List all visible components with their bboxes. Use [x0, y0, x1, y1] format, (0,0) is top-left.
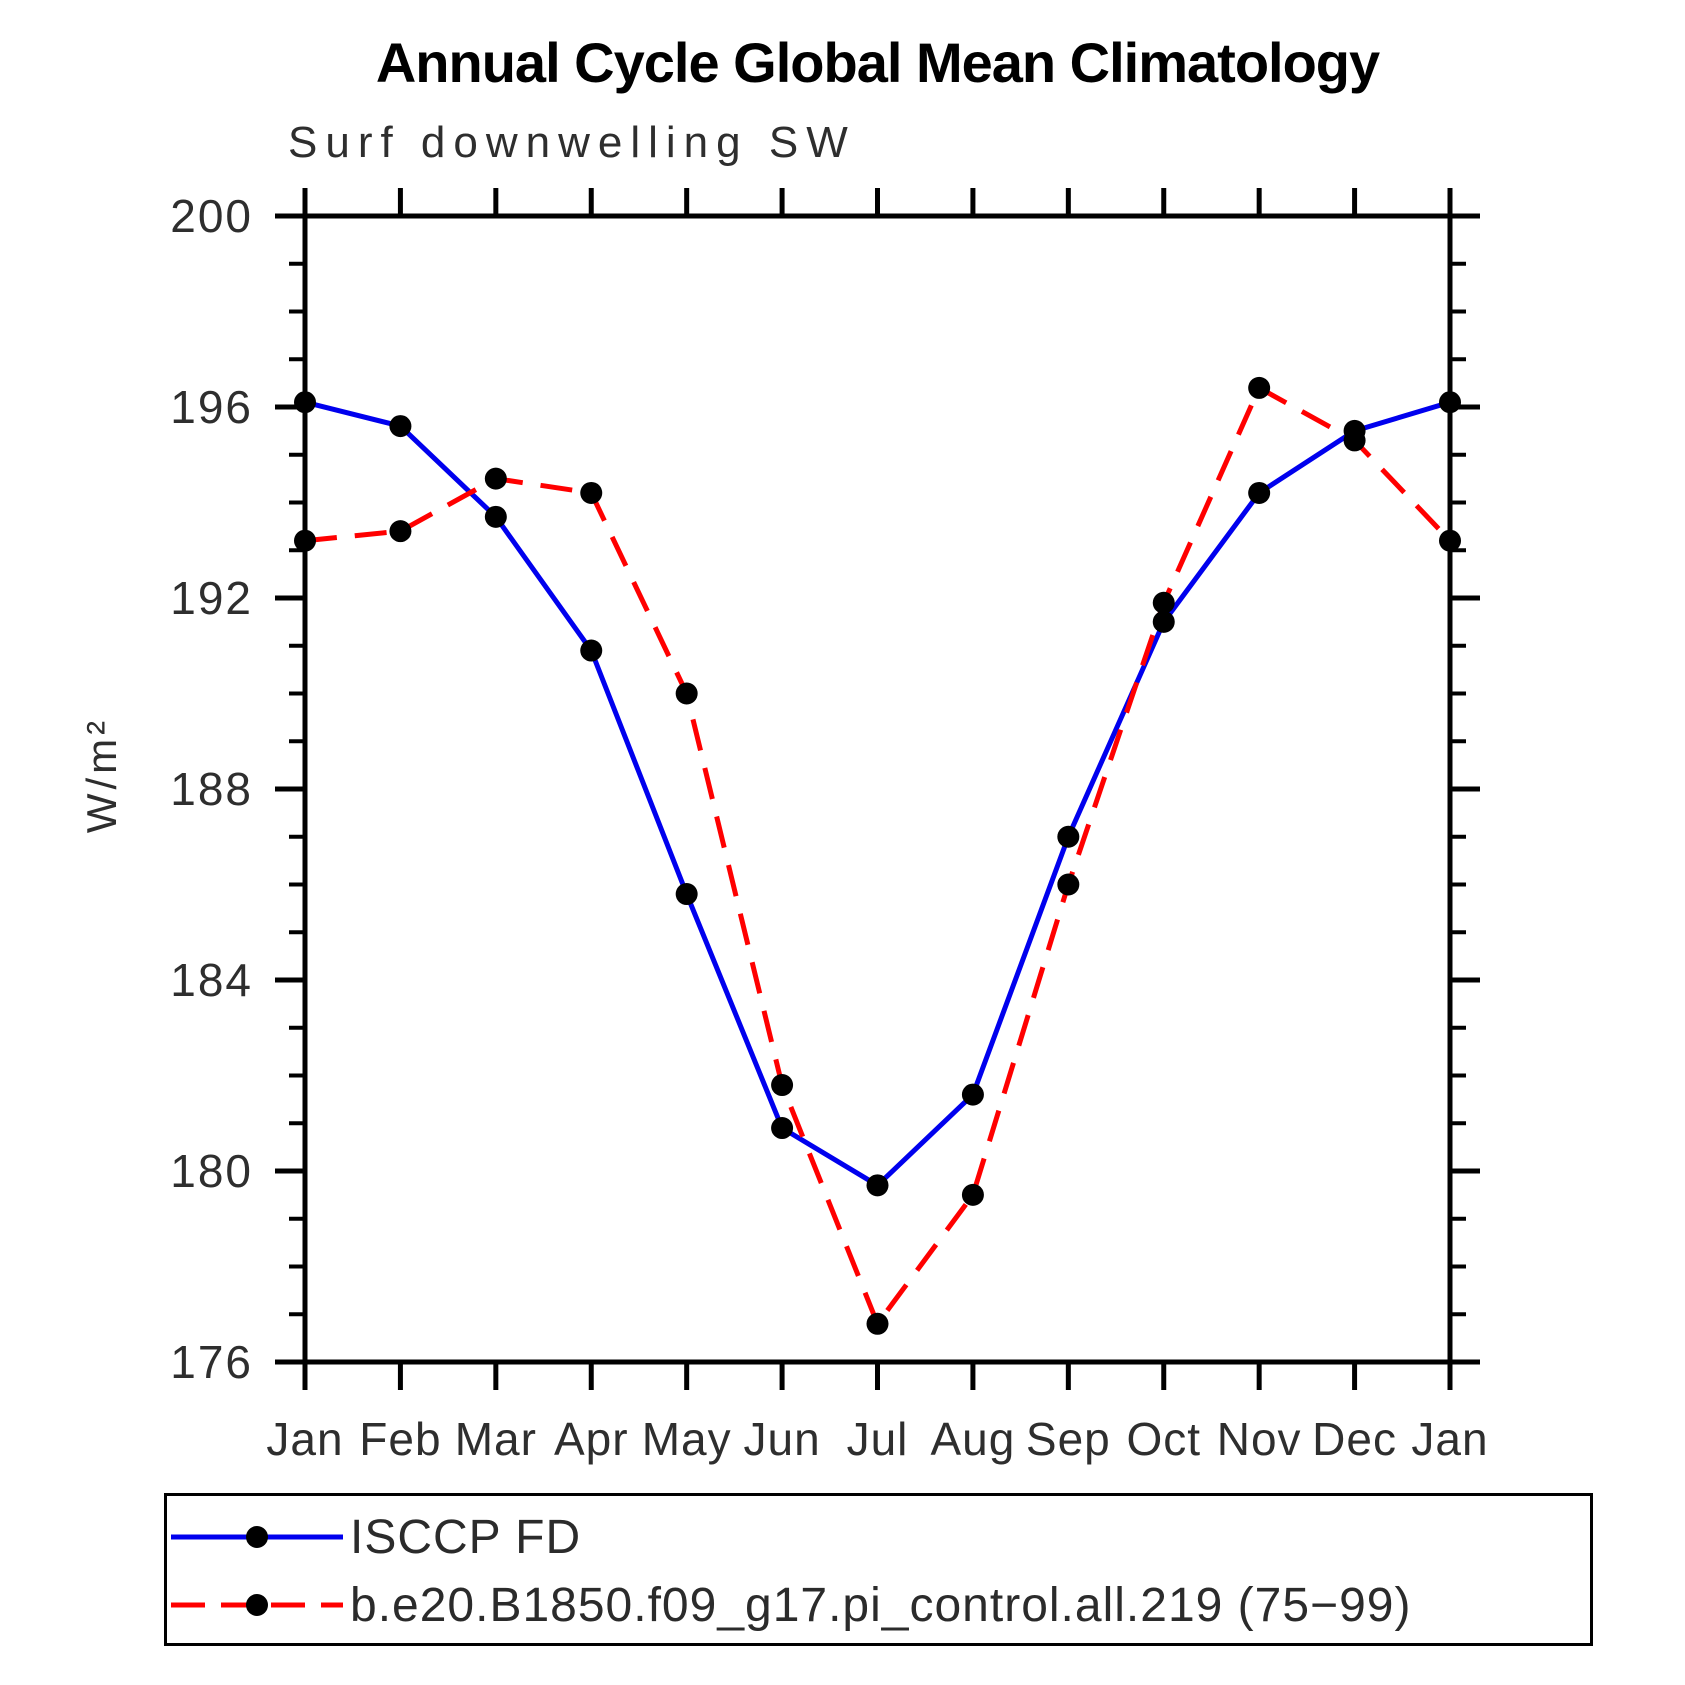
- legend-marker-icon: [246, 1526, 268, 1548]
- chart-title: Annual Cycle Global Mean Climatology: [375, 31, 1380, 94]
- data-point-s1: [961, 1183, 984, 1206]
- x-axis-tick-label: Jun: [743, 1413, 820, 1465]
- data-point-s0: [1152, 610, 1175, 633]
- plot-frame: [302, 213, 1453, 1365]
- data-point-s1: [1152, 591, 1175, 614]
- x-axis-tick-label: Dec: [1312, 1413, 1397, 1465]
- x-axis-tick-label: Nov: [1217, 1413, 1302, 1465]
- x-axis-tick-label: Aug: [930, 1413, 1015, 1465]
- y-axis-tick-label: 192: [170, 572, 253, 624]
- legend-item-model: b.e20.B1850.f09_g17.pi_control.all.219 (…: [167, 1579, 1411, 1632]
- y-axis-tick-label: 196: [170, 381, 253, 433]
- data-point-s1: [484, 467, 507, 490]
- y-axis-tick-label: 180: [170, 1145, 253, 1197]
- x-axis-tick-label: Jul: [847, 1413, 909, 1465]
- y-axis-tick-label: 176: [170, 1336, 253, 1388]
- data-point-s1: [1248, 376, 1271, 399]
- data-point-s1: [866, 1312, 889, 1335]
- x-axis-tick-label: Sep: [1026, 1413, 1111, 1465]
- legend-line-sample-solid: [171, 1526, 343, 1548]
- data-point-s0: [1248, 481, 1271, 504]
- data-point-s0: [1439, 391, 1461, 414]
- legend-item-isccp-fd: ISCCP FD: [167, 1511, 581, 1564]
- x-axis-tick-label: Apr: [554, 1413, 629, 1465]
- y-axis-tick-label: 200: [170, 190, 253, 242]
- legend-label-model: b.e20.B1850.f09_g17.pi_control.all.219 (…: [350, 1578, 1412, 1632]
- data-point-s1: [771, 1074, 794, 1097]
- legend: ISCCP FD b.e20.B1850.f09_g17.pi_control.…: [164, 1493, 1593, 1646]
- data-point-s0: [389, 415, 412, 438]
- data-point-s1: [294, 529, 316, 552]
- x-axis-tick-label: Jan: [266, 1413, 343, 1465]
- x-axis-tick-label: May: [642, 1413, 732, 1465]
- data-point-s1: [1439, 529, 1461, 552]
- data-point-s0: [771, 1117, 794, 1140]
- x-axis-tick-label: Mar: [455, 1413, 537, 1465]
- data-point-s1: [675, 682, 698, 705]
- chart-subtitle: Surf downwelling SW: [288, 118, 856, 167]
- data-point-s1: [1057, 873, 1080, 896]
- data-point-s0: [484, 505, 507, 528]
- data-point-s1: [580, 481, 603, 504]
- x-axis-tick-label: Jan: [1411, 1413, 1488, 1465]
- x-axis-tick-label: Feb: [359, 1413, 441, 1465]
- data-point-s0: [294, 391, 316, 414]
- x-axis-tick-label: Oct: [1126, 1413, 1201, 1465]
- series-line-0: [304, 399, 1451, 1188]
- data-point-s1: [389, 520, 412, 543]
- data-point-s0: [961, 1083, 984, 1106]
- legend-label-isccp-fd: ISCCP FD: [350, 1510, 582, 1564]
- data-point-s0: [675, 883, 698, 906]
- data-point-s0: [1057, 825, 1080, 848]
- legend-marker-icon: [246, 1594, 268, 1616]
- data-point-s0: [866, 1174, 889, 1197]
- y-axis-tick-label: 184: [170, 954, 253, 1006]
- y-axis-tick-label: 188: [170, 763, 253, 815]
- data-point-s0: [580, 639, 603, 662]
- data-point-s1: [1343, 429, 1366, 452]
- legend-line-sample-dashed: [171, 1594, 343, 1616]
